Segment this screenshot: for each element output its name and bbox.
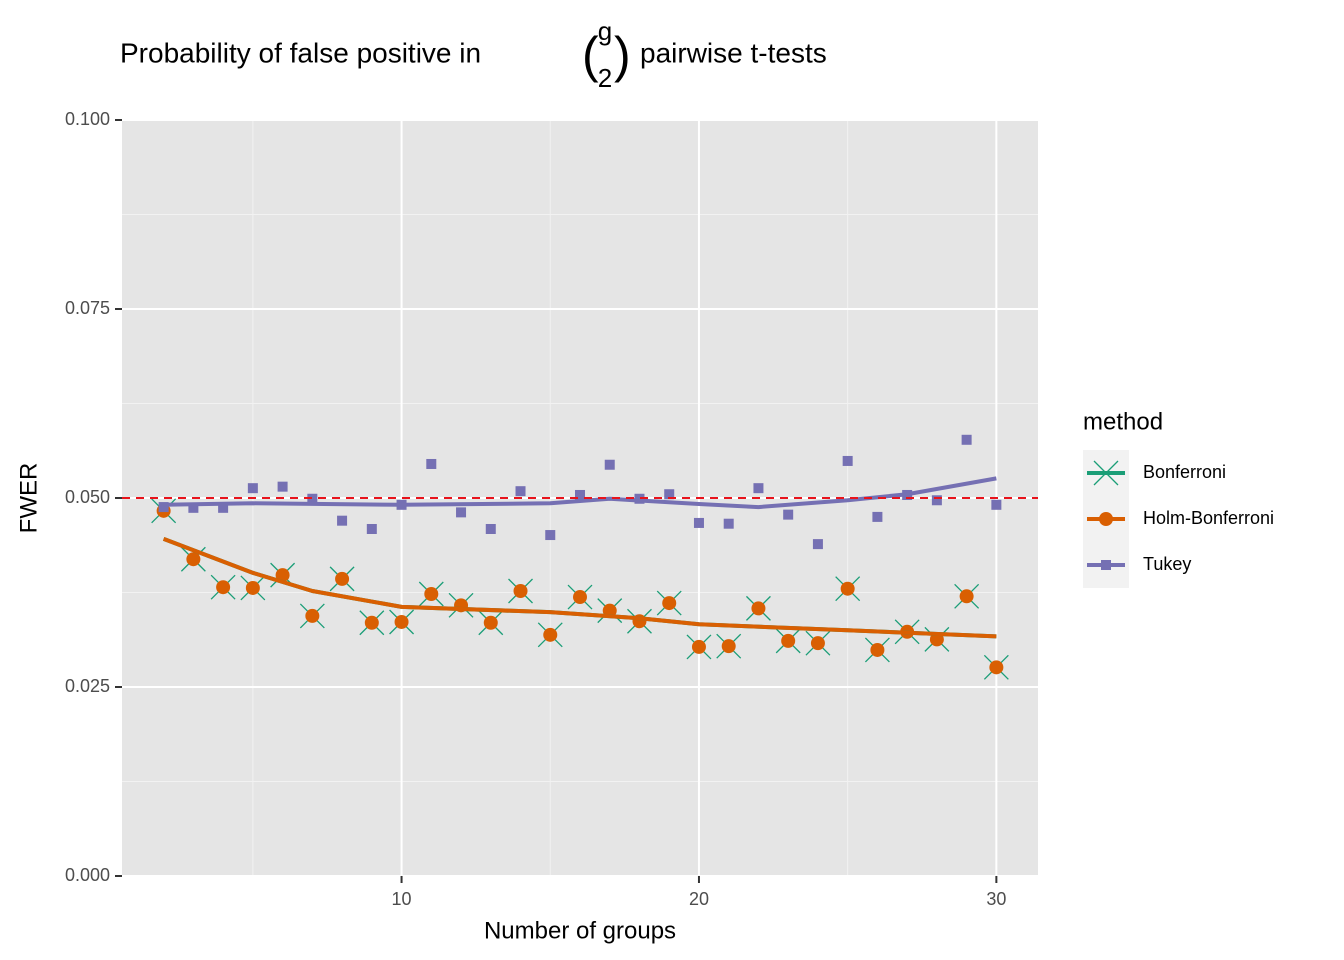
x-tick-label: 20 <box>689 889 709 909</box>
point <box>573 590 587 605</box>
point <box>575 489 585 500</box>
chart-title: pairwise t-tests <box>640 37 827 68</box>
legend-title: method <box>1083 408 1163 435</box>
y-axis-title: FWER <box>15 463 42 534</box>
point <box>483 615 498 630</box>
x-tick-label: 10 <box>392 889 412 909</box>
point <box>662 596 677 611</box>
legend-label: Tukey <box>1143 554 1191 574</box>
legend-key <box>1099 512 1113 526</box>
point <box>989 660 1004 675</box>
legend-key <box>1093 460 1119 486</box>
legend-label: Bonferroni <box>1143 462 1226 482</box>
smooth-line <box>163 476 997 510</box>
legend-key <box>1101 560 1111 570</box>
point <box>693 517 704 528</box>
binom-bottom: 2 <box>598 63 612 93</box>
point <box>961 434 972 445</box>
x-axis-title: Number of groups <box>484 917 676 944</box>
point <box>364 615 379 630</box>
point <box>604 459 615 470</box>
point <box>545 530 556 541</box>
smooth-line <box>162 536 997 639</box>
point <box>751 601 766 616</box>
point <box>186 552 201 567</box>
point <box>513 583 528 598</box>
point <box>691 639 706 654</box>
y-tick-label: 0.000 <box>65 865 110 885</box>
chart-title: Probability of false positive in <box>120 37 481 68</box>
point <box>959 589 974 604</box>
point <box>721 639 736 654</box>
legend-label: Holm-Bonferroni <box>1143 508 1274 528</box>
point <box>216 580 231 595</box>
point <box>426 458 437 469</box>
point <box>335 571 350 586</box>
point <box>515 486 526 497</box>
point <box>842 455 853 466</box>
point <box>275 568 290 583</box>
point <box>543 627 558 642</box>
point <box>485 523 496 534</box>
point <box>812 539 823 550</box>
point <box>277 481 288 492</box>
binom-top: g <box>598 16 612 46</box>
point <box>783 509 794 520</box>
point <box>218 502 229 513</box>
point <box>366 523 377 534</box>
point <box>337 515 348 526</box>
binom-paren: ) <box>614 27 631 83</box>
x-tick-label: 30 <box>986 889 1006 909</box>
point <box>247 483 258 494</box>
binom-paren: ( <box>582 27 599 83</box>
point <box>753 483 764 494</box>
y-tick-label: 0.100 <box>65 109 110 129</box>
point <box>872 511 883 522</box>
point <box>781 633 796 648</box>
point <box>245 580 260 595</box>
point <box>158 502 169 513</box>
y-tick-label: 0.025 <box>65 676 110 696</box>
point <box>305 608 320 623</box>
point <box>188 502 199 513</box>
y-tick-label: 0.050 <box>65 487 110 507</box>
point <box>394 614 409 629</box>
point <box>840 581 855 596</box>
point <box>424 587 439 602</box>
y-tick-label: 0.075 <box>65 298 110 318</box>
point <box>723 518 734 529</box>
point <box>664 489 675 500</box>
point <box>991 499 1002 510</box>
point <box>870 642 885 657</box>
point <box>456 507 467 518</box>
point <box>810 636 825 651</box>
point <box>931 495 942 506</box>
point <box>307 493 318 504</box>
